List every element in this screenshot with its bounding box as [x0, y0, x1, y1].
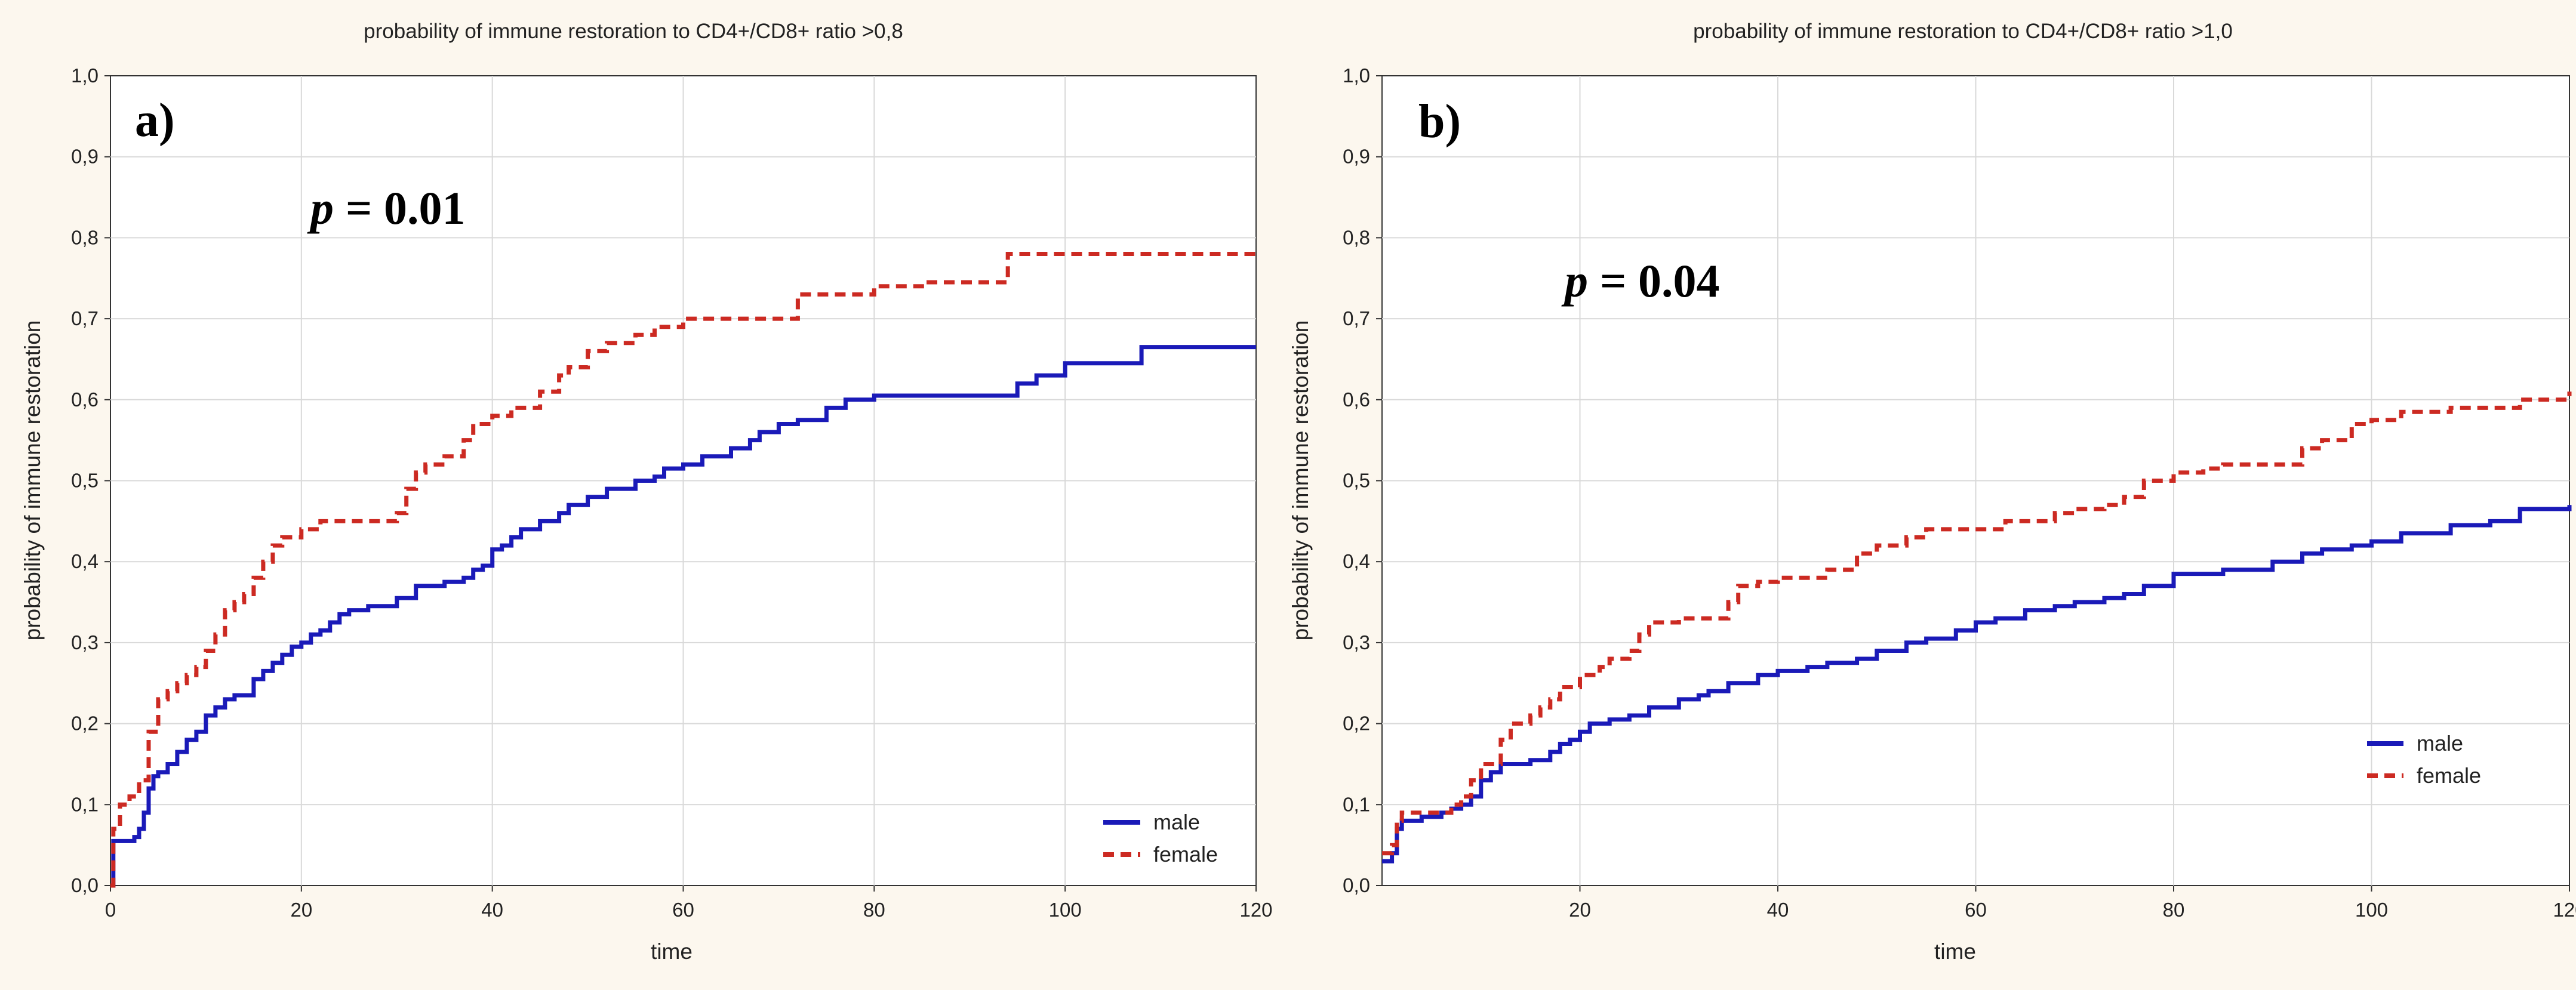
chart-panel-b: probability of immune restoration to CD4…: [1288, 0, 2576, 990]
chart-b-y-axis-label: probability of immune restoration: [1288, 320, 1313, 641]
chart-b-title: probability of immune restoration to CD4…: [1693, 20, 2233, 43]
chart-a-ytick-label: 0,8: [71, 226, 99, 248]
chart-b-xtick-label: 80: [2163, 899, 2185, 921]
chart-a-ytick-label: 0,7: [71, 307, 99, 329]
chart-a-legend: male female: [1103, 810, 1218, 866]
chart-b-grid: [1382, 76, 2569, 886]
chart-b-svg: probability of immune restoration to CD4…: [1288, 20, 2576, 964]
chart-a-series: [110, 252, 1256, 888]
chart-b-p-value-annotation: p = 0.04: [1561, 255, 1719, 307]
chart-a-ytick-label: 0,5: [71, 470, 99, 492]
chart-a-xtick-label: 20: [290, 899, 312, 921]
chart-b-ytick-label: 0,1: [1343, 793, 1370, 815]
chart-b-p-value: = 0.04: [1600, 255, 1719, 307]
chart-b-legend: male female: [2367, 731, 2481, 788]
chart-b-x-axis-label: time: [1934, 939, 1976, 964]
chart-b-xtick-label: 40: [1767, 899, 1789, 921]
chart-b-series: [1382, 391, 2572, 863]
chart-a-ytick-label: 0,0: [71, 874, 99, 896]
chart-a-ytick-label: 0,1: [71, 793, 99, 815]
chart-b-p-symbol: p: [1561, 255, 1588, 307]
chart-b-series-male-line: [1382, 505, 2572, 863]
chart-a-xtick-label: 120: [1239, 899, 1272, 921]
chart-b-x-ticks: 20 40 60 80 100 120: [1569, 886, 2576, 921]
chart-a-xtick-label: 0: [105, 899, 116, 921]
chart-a-panel-label: a): [135, 94, 175, 147]
chart-a-p-value: = 0.01: [346, 182, 465, 234]
chart-b-panel-label: b): [1418, 95, 1461, 148]
chart-b-ytick-label: 0,4: [1343, 550, 1370, 572]
chart-b-xtick-label: 20: [1569, 899, 1591, 921]
chart-a-grid: [110, 76, 1256, 886]
chart-b-ytick-label: 0,5: [1343, 470, 1370, 492]
chart-b-y-ticks: 0,0 0,1 0,2 0,3 0,4 0,5 0,6 0,7 0,8 0,9 1,0: [1343, 64, 1382, 896]
chart-a-legend-female-label: female: [1153, 842, 1218, 866]
chart-a-p-value-annotation: p = 0.01: [307, 182, 465, 234]
chart-a-ytick-label: 0,9: [71, 146, 99, 168]
chart-b-xtick-label: 120: [2553, 899, 2576, 921]
chart-b-xtick-label: 100: [2355, 899, 2388, 921]
chart-b-ytick-label: 0,8: [1343, 226, 1370, 248]
chart-a-series-female-line: [110, 252, 1256, 888]
chart-b-ytick-label: 1,0: [1343, 64, 1370, 87]
chart-b-ytick-label: 0,6: [1343, 388, 1370, 411]
chart-a-ytick-label: 1,0: [71, 64, 99, 87]
chart-a-ytick-label: 0,2: [71, 713, 99, 735]
chart-b-ytick-label: 0,7: [1343, 307, 1370, 329]
chart-a-title: probability of immune restoration to CD4…: [364, 20, 903, 43]
chart-b-ytick-label: 0,0: [1343, 874, 1370, 896]
chart-a-y-axis-label: probability of immune restoration: [20, 320, 45, 641]
chart-a-svg: probability of immune restoration to CD4…: [20, 20, 1273, 964]
chart-a-xtick-label: 80: [863, 899, 885, 921]
chart-a-p-symbol: p: [307, 182, 334, 234]
chart-b-ytick-label: 0,2: [1343, 713, 1370, 735]
chart-a-legend-male-label: male: [1153, 810, 1200, 834]
chart-a-xtick-label: 40: [481, 899, 503, 921]
chart-a-xtick-label: 60: [672, 899, 694, 921]
chart-a-ytick-label: 0,4: [71, 550, 99, 572]
chart-a-xtick-label: 100: [1049, 899, 1082, 921]
chart-a-x-ticks: 0 20 40 60 80 100 120: [105, 886, 1273, 921]
chart-b-legend-female-label: female: [2417, 763, 2481, 788]
chart-b-xtick-label: 60: [1965, 899, 1987, 921]
chart-a-ytick-label: 0,3: [71, 631, 99, 653]
chart-a-y-ticks: 0,0 0,1 0,2 0,3 0,4 0,5 0,6 0,7 0,8 0,9 1,0: [71, 64, 110, 896]
chart-panel-a: probability of immune restoration to CD4…: [20, 20, 1273, 964]
chart-a-x-axis-label: time: [651, 939, 693, 964]
chart-b-ytick-label: 0,3: [1343, 631, 1370, 653]
chart-b-legend-male-label: male: [2417, 731, 2463, 755]
chart-a-series-male-line: [110, 345, 1256, 888]
chart-a-ytick-label: 0,6: [71, 388, 99, 411]
chart-b-ytick-label: 0,9: [1343, 146, 1370, 168]
